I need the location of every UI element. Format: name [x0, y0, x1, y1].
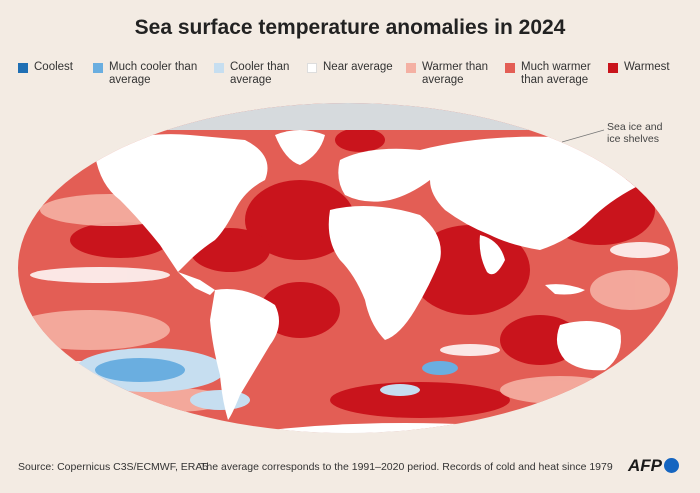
legend: Coolest Much cooler than average Cooler t…: [18, 61, 688, 91]
legend-label: Much cooler than: [109, 61, 198, 73]
europe: [338, 148, 434, 202]
australia: [556, 321, 621, 371]
asia: [420, 136, 642, 250]
legend-swatch: [406, 63, 416, 73]
legend-swatch: [93, 63, 103, 73]
legend-label-line2: than average: [521, 74, 589, 86]
legend-swatch: [608, 63, 618, 73]
north-america: [95, 134, 268, 272]
legend-label: Cooler than: [230, 61, 290, 73]
central-america: [178, 272, 215, 295]
legend-label-line2: average: [230, 74, 272, 86]
legend-swatch: [307, 63, 317, 73]
legend-label: Warmest: [624, 61, 670, 73]
india: [479, 235, 505, 275]
annotation-leader-line: [561, 129, 605, 143]
legend-swatch: [214, 63, 224, 73]
arctic-ice: [20, 103, 678, 130]
legend-swatch: [18, 63, 28, 73]
world-map: [0, 100, 700, 440]
legend-label: Coolest: [34, 61, 73, 73]
afp-logo: AFP: [628, 456, 679, 476]
legend-label-line2: average: [109, 74, 151, 86]
south-america: [210, 289, 279, 420]
legend-label: Near average: [323, 61, 393, 73]
indonesia: [545, 284, 585, 295]
legend-label: Much warmer: [521, 61, 591, 73]
map-title: Sea surface temperature anomalies in 202…: [134, 16, 566, 39]
sea-ice-annotation: Sea ice and ice shelves: [607, 121, 663, 145]
africa: [328, 206, 441, 340]
source-text: Source: Copernicus C3S/ECMWF, ERA5: [18, 461, 209, 473]
footnote-text: The average corresponds to the 1991–2020…: [200, 461, 613, 473]
legend-label: Warmer than: [422, 61, 489, 73]
legend-swatch: [505, 63, 515, 73]
logo-dot-icon: [664, 458, 679, 473]
map-svg: [18, 103, 678, 433]
legend-label-line2: average: [422, 74, 464, 86]
greenland: [275, 130, 325, 165]
